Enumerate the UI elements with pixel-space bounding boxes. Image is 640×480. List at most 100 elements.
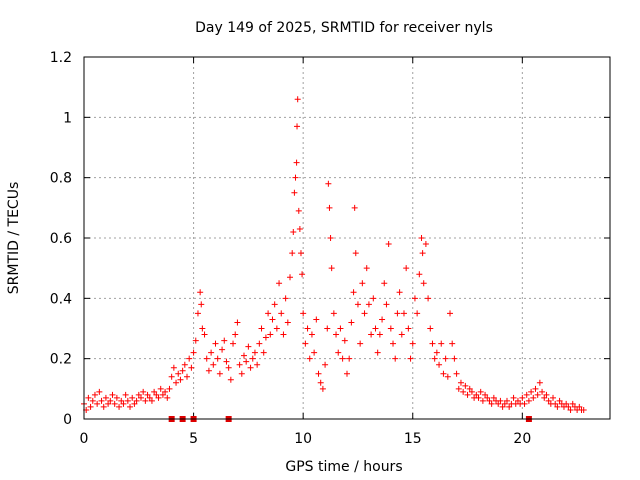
- data-point: [457, 379, 464, 386]
- data-point: [543, 391, 550, 398]
- data-point: [124, 397, 131, 404]
- data-point: [565, 403, 572, 410]
- data-point: [411, 295, 418, 302]
- data-point: [337, 325, 344, 332]
- data-point: [317, 379, 324, 386]
- data-point: [363, 265, 370, 272]
- data-point: [580, 406, 587, 413]
- data-point: [304, 325, 311, 332]
- data-point: [414, 310, 421, 317]
- data-point: [188, 364, 195, 371]
- data-point: [294, 96, 301, 103]
- data-point: [385, 241, 392, 248]
- data-point: [545, 397, 552, 404]
- data-point: [528, 388, 535, 395]
- data-point: [351, 204, 358, 211]
- y-tick-label: 0: [63, 412, 72, 428]
- data-point: [405, 325, 412, 332]
- data-point: [265, 310, 272, 317]
- data-point: [214, 355, 221, 362]
- data-point: [418, 235, 425, 241]
- data-point: [299, 271, 306, 278]
- data-point: [440, 370, 447, 377]
- data-point: [422, 241, 429, 248]
- data-point: [192, 337, 199, 344]
- chart-title: Day 149 of 2025, SRMTID for receiver nyl…: [195, 20, 493, 36]
- data-point: [379, 316, 386, 323]
- data-point: [534, 391, 541, 398]
- data-point: [361, 310, 368, 317]
- data-point: [429, 340, 436, 347]
- data-point: [352, 250, 359, 257]
- data-point: [396, 289, 403, 296]
- data-point: [105, 400, 112, 407]
- data-point: [339, 355, 346, 362]
- data-point: [344, 370, 350, 377]
- data-point: [576, 403, 583, 410]
- data-point: [122, 391, 129, 398]
- data-point: [267, 331, 274, 338]
- data-point: [359, 280, 366, 287]
- data-point: [567, 406, 574, 413]
- data-point: [479, 397, 486, 404]
- data-point: [327, 235, 334, 241]
- data-point: [153, 391, 160, 398]
- data-point: [436, 361, 443, 368]
- data-point: [254, 361, 261, 368]
- x-tick-label: 5: [189, 431, 198, 447]
- data-point: [258, 325, 265, 332]
- data-point: [109, 391, 116, 398]
- data-point: [157, 385, 164, 392]
- data-point: [464, 391, 471, 398]
- data-point: [162, 388, 169, 395]
- data-point: [328, 265, 335, 272]
- y-tick-label: 0.2: [50, 352, 72, 368]
- data-point: [186, 355, 193, 362]
- data-point: [444, 373, 451, 380]
- data-point: [98, 397, 105, 404]
- data-point: [100, 403, 107, 410]
- data-point: [427, 325, 434, 332]
- data-point: [137, 394, 144, 401]
- data-point: [532, 385, 539, 392]
- data-point: [473, 391, 480, 398]
- data-point: [466, 385, 473, 392]
- data-point: [330, 310, 337, 317]
- data-point: [87, 403, 94, 410]
- data-point: [306, 355, 313, 362]
- data-point: [227, 376, 234, 383]
- data-point: [203, 355, 210, 362]
- data-point: [503, 397, 510, 404]
- data-point: [514, 397, 521, 404]
- data-point: [392, 355, 399, 362]
- data-point: [325, 180, 332, 187]
- data-point: [482, 391, 489, 398]
- y-tick-label: 0.6: [50, 231, 72, 247]
- data-point: [221, 337, 228, 344]
- data-point: [398, 331, 405, 338]
- data-point: [280, 331, 287, 338]
- data-point: [293, 159, 300, 166]
- data-point: [208, 349, 215, 356]
- data-point: [419, 250, 426, 257]
- data-point: [541, 394, 548, 401]
- data-point: [190, 349, 197, 356]
- data-point: [521, 400, 528, 407]
- data-point: [262, 334, 269, 341]
- data-point: [376, 331, 383, 338]
- data-point: [287, 274, 294, 281]
- data-point: [346, 355, 353, 362]
- data-point: [433, 349, 440, 356]
- data-point: [290, 228, 297, 235]
- data-point: [135, 391, 142, 398]
- data-point: [232, 331, 239, 338]
- data-point: [170, 364, 177, 371]
- data-point: [243, 358, 250, 365]
- data-point: [451, 355, 458, 362]
- data-point: [291, 189, 298, 196]
- data-point: [120, 400, 127, 407]
- data-point: [271, 301, 278, 308]
- data-point: [563, 400, 570, 407]
- x-tick-label: 15: [404, 431, 422, 447]
- data-point: [407, 355, 414, 362]
